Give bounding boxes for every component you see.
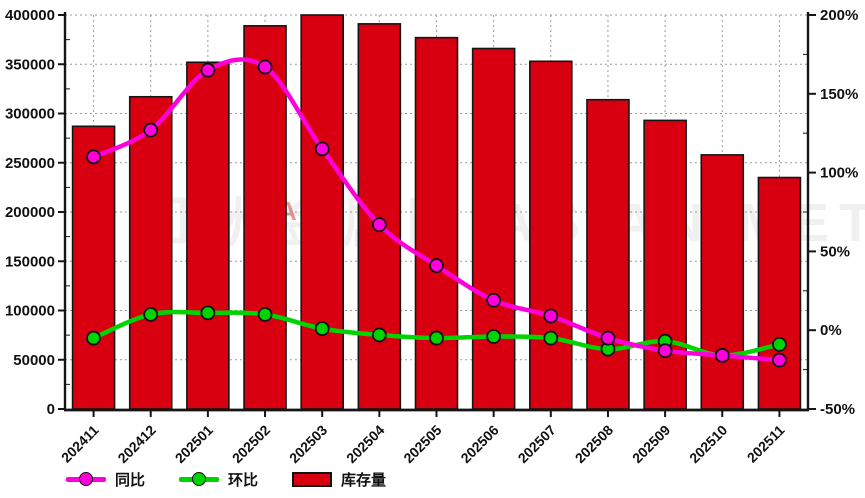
yoy-marker-202502 bbox=[257, 59, 273, 75]
x-tick-label-202502: 202502 bbox=[229, 422, 273, 466]
legend-item-mom: 环比 bbox=[179, 469, 258, 490]
bar-202501 bbox=[186, 61, 230, 410]
yoy-marker-202503 bbox=[314, 141, 330, 157]
x-tick-label-202412: 202412 bbox=[115, 422, 159, 466]
yoy-marker-202501 bbox=[200, 62, 216, 78]
left-tick-label: 150000 bbox=[5, 253, 55, 270]
left-tick-label: 400000 bbox=[5, 7, 55, 24]
bar-202504 bbox=[357, 23, 402, 410]
legend-item-yoy: 同比 bbox=[66, 469, 145, 490]
bar-202510 bbox=[700, 154, 745, 410]
legend-label-mom: 环比 bbox=[228, 472, 259, 489]
bar-202511 bbox=[757, 176, 802, 410]
left-axis: 0 50000 100000 150000 200000 250000 300000 3500… bbox=[5, 7, 70, 418]
x-tick-label-202511: 202511 bbox=[744, 422, 788, 466]
mom-marker-202412 bbox=[143, 307, 159, 322]
yoy-line-icon bbox=[66, 472, 106, 487]
left-tick-label: 350000 bbox=[5, 56, 55, 73]
left-tick-label: 50000 bbox=[13, 352, 55, 369]
left-tick-label: 100000 bbox=[5, 303, 55, 320]
bar-202509 bbox=[643, 119, 687, 410]
x-tick-label-202501: 202501 bbox=[172, 422, 216, 466]
right-tick-label: 100% bbox=[820, 165, 858, 182]
bar-202505 bbox=[414, 36, 459, 410]
x-tick-label-202509: 202509 bbox=[629, 422, 673, 466]
yoy-series bbox=[86, 57, 787, 368]
left-tick-label: 200000 bbox=[5, 204, 55, 221]
x-axis: 202411 202412 202501 202502 202503 202504 2025… bbox=[58, 410, 788, 466]
right-tick-label: 0% bbox=[820, 322, 842, 339]
yoy-marker-202506 bbox=[486, 292, 502, 308]
x-tick-label-202508: 202508 bbox=[572, 422, 616, 466]
mom-marker-202507 bbox=[543, 330, 559, 346]
mom-marker-202511 bbox=[772, 336, 787, 352]
left-tick-label: 250000 bbox=[5, 155, 55, 172]
bar-202502 bbox=[243, 25, 287, 410]
yoy-marker-202511 bbox=[772, 352, 787, 368]
bar-202507 bbox=[529, 60, 573, 410]
x-tick-label-202411: 202411 bbox=[58, 422, 102, 466]
yoy-marker-202505 bbox=[429, 258, 444, 273]
yoy-marker-202504 bbox=[371, 217, 387, 233]
right-tick-label: 150% bbox=[820, 86, 858, 103]
mom-marker-202503 bbox=[314, 321, 330, 337]
chart-legend: 同比 环比 库存量 bbox=[66, 469, 386, 490]
mom-marker-202505 bbox=[429, 330, 444, 346]
x-tick-label-202507: 202507 bbox=[515, 422, 559, 466]
legend-label-inventory: 库存量 bbox=[341, 472, 387, 489]
mom-marker-202506 bbox=[486, 329, 502, 344]
yoy-marker-202507 bbox=[543, 308, 559, 324]
bar-202411 bbox=[71, 125, 116, 410]
mom-marker-202501 bbox=[200, 305, 216, 321]
legend-label-yoy: 同比 bbox=[115, 472, 146, 489]
left-tick-label: 300000 bbox=[5, 106, 55, 123]
yoy-marker-202510 bbox=[714, 348, 730, 363]
bar-202508 bbox=[586, 98, 630, 410]
x-tick-label-202503: 202503 bbox=[286, 422, 330, 466]
left-tick-label: 0 bbox=[47, 401, 55, 418]
yoy-marker-202509 bbox=[657, 343, 673, 359]
right-tick-label: 200% bbox=[820, 7, 858, 24]
inventory-bar-icon bbox=[292, 472, 333, 487]
yoy-marker-202411 bbox=[86, 149, 101, 165]
inventory-bars bbox=[71, 14, 802, 410]
x-tick-label-202504: 202504 bbox=[343, 422, 387, 466]
mom-line-icon bbox=[179, 472, 220, 487]
yoy-marker-202508 bbox=[600, 330, 616, 346]
x-tick-label-202505: 202505 bbox=[400, 422, 444, 466]
mom-marker-202504 bbox=[371, 327, 387, 343]
x-tick-label-202510: 202510 bbox=[686, 422, 730, 466]
yoy-marker-202412 bbox=[143, 122, 159, 138]
legend-item-inventory: 库存量 bbox=[292, 469, 386, 490]
right-axis: -50% 0% 50% 100% 150% 200% bbox=[803, 7, 858, 418]
right-tick-label: -50% bbox=[820, 401, 855, 418]
x-tick-label-202506: 202506 bbox=[457, 422, 501, 466]
bar-202506 bbox=[471, 47, 516, 410]
bar-202503 bbox=[300, 14, 344, 410]
mom-marker-202502 bbox=[257, 307, 273, 322]
right-tick-label: 50% bbox=[820, 243, 850, 260]
mom-marker-202411 bbox=[86, 330, 101, 346]
bar-202412 bbox=[128, 95, 173, 410]
